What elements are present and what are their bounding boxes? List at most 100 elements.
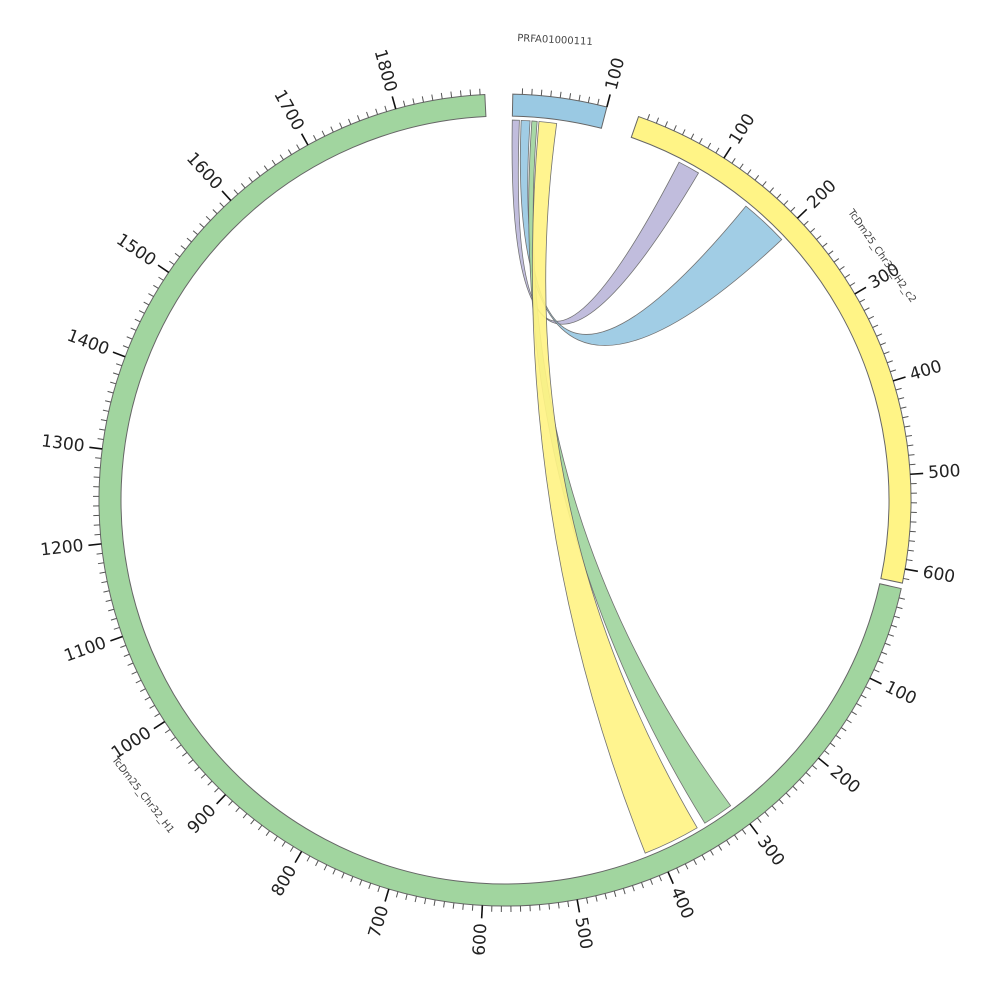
sequence-name-h1: TcDm25_Chr32_H1 (109, 754, 176, 836)
minor-tick (898, 597, 905, 600)
minor-tick (97, 438, 104, 440)
major-tick (910, 472, 924, 476)
minor-tick (785, 792, 791, 798)
minor-tick (883, 351, 890, 355)
minor-tick (833, 258, 840, 263)
major-tick (480, 905, 484, 919)
minor-tick (126, 336, 133, 340)
minor-tick (169, 260, 175, 266)
tick-label-h1-1100: 1100 (62, 633, 109, 666)
minor-tick (693, 859, 697, 866)
minor-tick (902, 415, 909, 419)
segment-h1 (98, 93, 902, 907)
minor-tick (207, 780, 213, 786)
tick-label-h2-100: 100 (725, 110, 759, 148)
tick-label-h1-200: 200 (826, 762, 864, 798)
major-tick (112, 351, 126, 358)
tick-label-h1-1200: 1200 (39, 536, 84, 561)
minor-tick (540, 89, 543, 96)
segment-prfa (511, 93, 608, 129)
minor-tick (829, 742, 836, 748)
minor-tick (803, 220, 809, 226)
minor-tick (176, 744, 182, 749)
minor-tick (130, 327, 137, 331)
minor-tick (94, 533, 101, 536)
minor-tick (135, 679, 142, 684)
major-tick (904, 568, 919, 573)
minor-tick (96, 552, 103, 555)
minor-tick (139, 688, 146, 692)
minor-tick (257, 824, 263, 831)
minor-tick (99, 428, 106, 431)
minor-tick (366, 111, 370, 118)
minor-tick (715, 147, 720, 154)
minor-tick (433, 899, 436, 906)
minor-tick (811, 764, 818, 770)
major-tick (300, 133, 309, 146)
minor-tick (587, 96, 591, 103)
major-tick (892, 376, 906, 382)
minor-tick (144, 696, 151, 701)
major-tick (796, 208, 808, 219)
minor-tick (876, 333, 883, 337)
minor-tick (273, 835, 278, 842)
minor-tick (690, 133, 695, 140)
minor-tick (586, 897, 589, 904)
minor-tick (313, 134, 317, 141)
minor-tick (816, 235, 822, 240)
minor-tick (170, 736, 176, 742)
minor-tick (315, 860, 319, 867)
minor-tick (903, 577, 910, 581)
minor-tick (384, 105, 388, 112)
minor-tick (402, 100, 406, 107)
minor-tick (332, 868, 336, 875)
minor-tick (450, 91, 453, 98)
minor-tick (131, 671, 138, 675)
minor-tick (881, 651, 888, 655)
minor-tick (799, 779, 805, 784)
minor-tick (877, 660, 884, 664)
segments-layer (98, 93, 912, 907)
minor-tick (321, 130, 326, 137)
minor-tick (824, 750, 830, 755)
minor-tick (698, 138, 703, 144)
minor-tick (896, 606, 903, 610)
tick-label-h1-600: 600 (470, 923, 492, 957)
minor-tick (731, 158, 736, 164)
minor-tick (174, 252, 181, 258)
minor-tick (873, 669, 880, 673)
minor-tick (681, 129, 686, 136)
segment-h2 (630, 115, 912, 584)
minor-tick (108, 608, 115, 612)
minor-tick (734, 834, 739, 841)
minor-tick (122, 345, 129, 349)
minor-tick (907, 549, 914, 552)
tick-label-h1-800: 800 (268, 862, 302, 900)
minor-tick (368, 882, 372, 889)
minor-tick (595, 895, 598, 902)
minor-tick (567, 901, 570, 908)
minor-tick (192, 230, 199, 236)
major-tick (110, 635, 123, 642)
minor-tick (887, 633, 894, 637)
minor-tick (851, 711, 857, 716)
minor-tick (153, 284, 159, 289)
minor-tick (95, 457, 102, 459)
minor-tick (143, 301, 150, 306)
major-tick (391, 96, 397, 110)
ticks-layer (88, 88, 924, 919)
minor-tick (424, 898, 427, 905)
minor-tick (205, 216, 211, 221)
minor-tick (701, 854, 706, 861)
minor-tick (754, 175, 760, 181)
minor-tick (757, 817, 762, 823)
minor-tick (840, 727, 847, 732)
minor-tick (110, 381, 117, 385)
minor-tick (886, 360, 893, 364)
minor-tick (105, 400, 112, 403)
minor-tick (440, 92, 443, 99)
minor-tick (839, 266, 845, 271)
minor-tick (726, 839, 731, 846)
minor-tick (578, 94, 581, 101)
minor-tick (279, 154, 284, 161)
